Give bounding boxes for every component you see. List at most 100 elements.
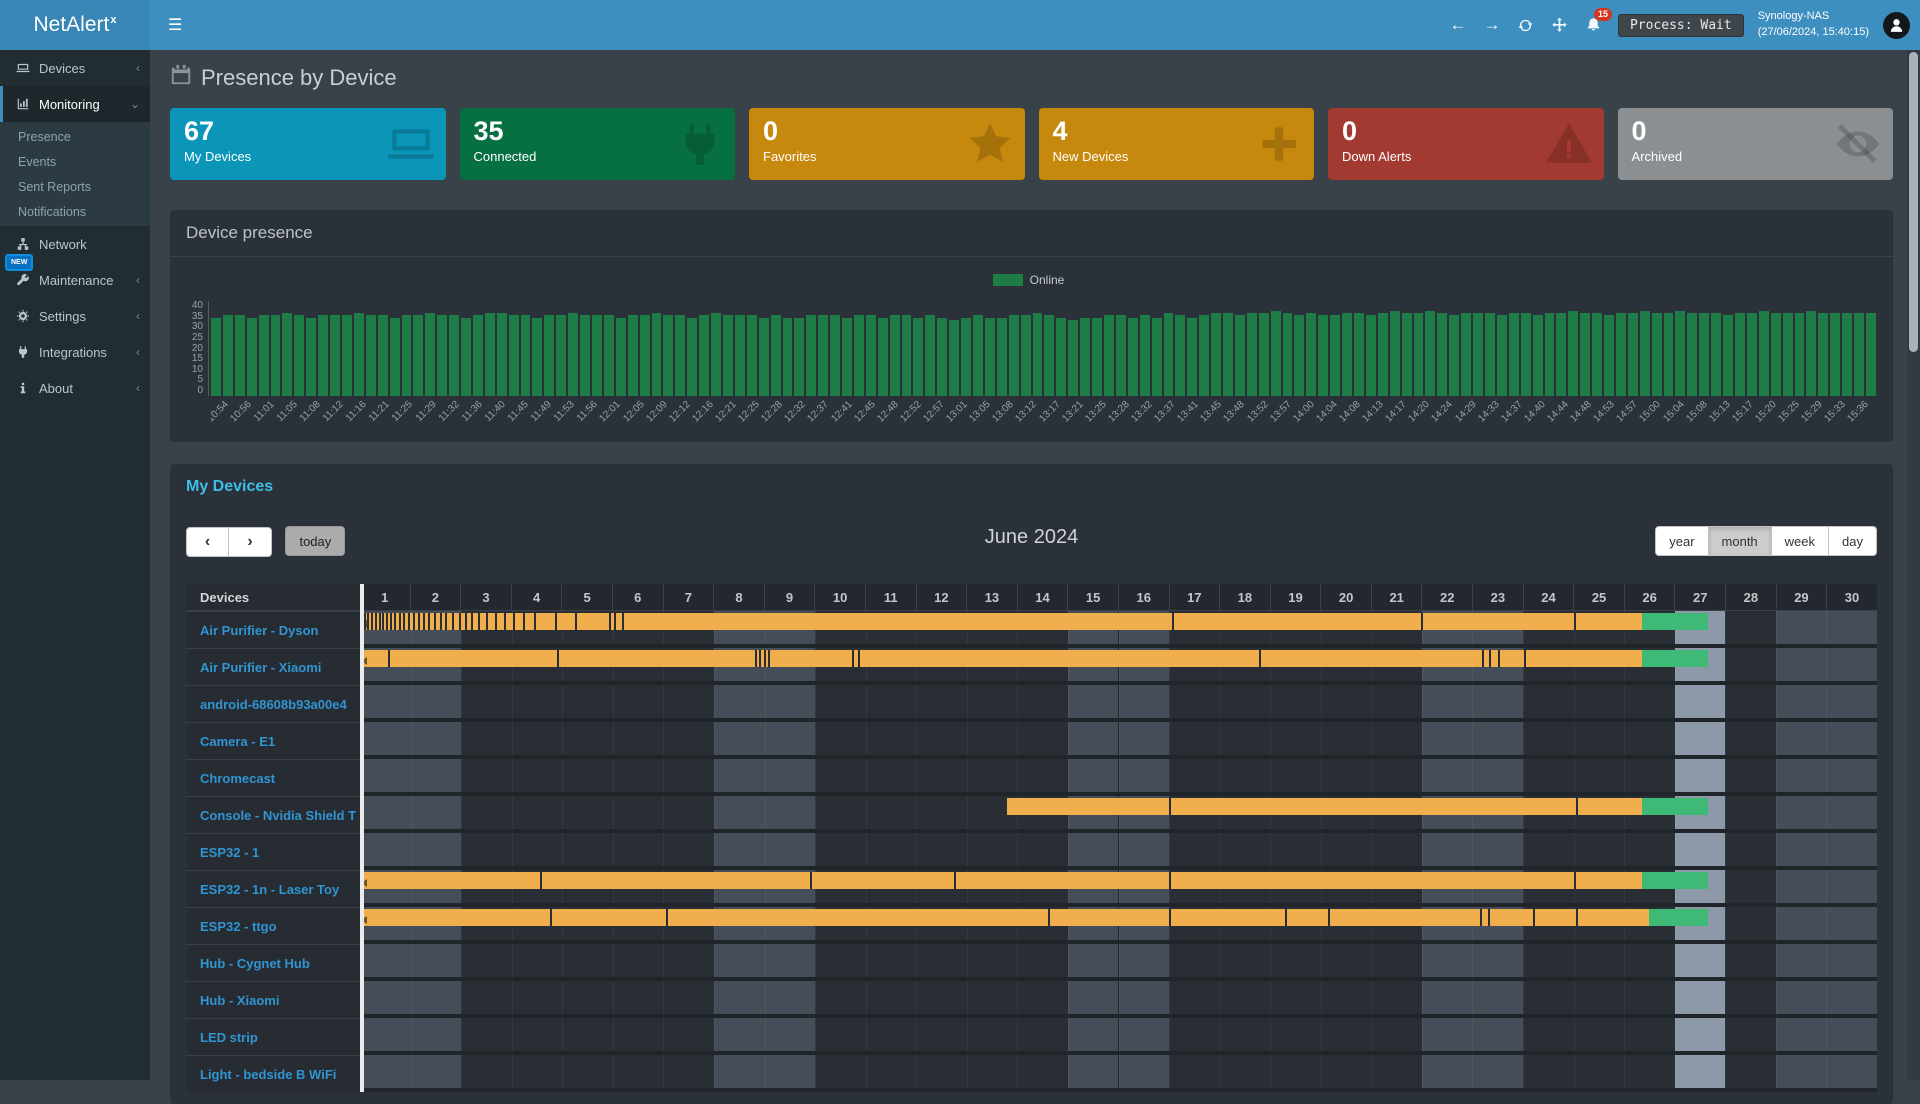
day-header-cell: 24 — [1523, 584, 1574, 610]
device-link[interactable]: ESP32 - 1n - Laser Toy — [186, 870, 360, 907]
back-arrow-icon[interactable]: ← — [1448, 15, 1468, 35]
view-button-month[interactable]: month — [1709, 526, 1772, 556]
chart-legend[interactable]: Online — [182, 273, 1875, 287]
sidebar-subitem-presence[interactable]: Presence — [0, 124, 150, 149]
forward-arrow-icon[interactable]: → — [1482, 15, 1502, 35]
online-now-bar[interactable] — [1642, 798, 1708, 815]
presence-bar[interactable] — [360, 613, 1642, 630]
chart-bar — [628, 315, 638, 396]
sidebar-subitem-notifications[interactable]: Notifications — [0, 199, 150, 224]
online-now-bar[interactable] — [1642, 613, 1708, 630]
page-scrollbar-thumb[interactable] — [1909, 52, 1918, 352]
today-column — [1675, 1018, 1726, 1051]
refresh-icon[interactable] — [1516, 15, 1536, 35]
move-icon[interactable] — [1550, 15, 1570, 35]
online-now-bar[interactable] — [1642, 872, 1708, 889]
online-now-bar[interactable] — [1649, 909, 1707, 926]
device-link[interactable]: Chromecast — [186, 759, 360, 796]
offline-gap-tick — [555, 613, 557, 630]
gantt-row: ESP32 - 1n - Laser Toy — [186, 870, 1877, 907]
view-button-day[interactable]: day — [1829, 526, 1877, 556]
weekday-column — [1574, 1055, 1625, 1088]
weekend-column — [411, 833, 462, 866]
weekday-column — [562, 1055, 613, 1088]
offline-gap-tick — [1169, 909, 1171, 926]
presence-bar[interactable] — [360, 909, 1649, 926]
weekend-column — [1776, 944, 1827, 977]
device-link[interactable]: Air Purifier - Xiaomi — [186, 648, 360, 685]
device-link[interactable]: Light - bedside B WiFi — [186, 1055, 360, 1092]
online-now-bar[interactable] — [1642, 650, 1708, 667]
weekday-column — [1523, 1018, 1574, 1051]
user-avatar[interactable] — [1883, 12, 1910, 39]
chart-bar — [1675, 311, 1685, 397]
weekday-column — [1169, 685, 1220, 718]
offline-gap-tick — [379, 613, 381, 630]
chart-bar — [1021, 315, 1031, 396]
presence-bar[interactable] — [360, 650, 1642, 667]
x-tick-label: 13:45 — [1199, 399, 1224, 424]
offline-gap-tick — [1489, 650, 1491, 667]
sidebar-subitem-sent-reports[interactable]: Sent Reports — [0, 174, 150, 199]
chart-bar — [1306, 313, 1316, 396]
notifications-bell-icon[interactable]: 15 — [1584, 15, 1604, 35]
device-link[interactable]: LED strip — [186, 1018, 360, 1055]
presence-bar[interactable] — [1007, 798, 1642, 815]
sidebar-item-monitoring[interactable]: Monitoring⌄ — [0, 86, 150, 122]
view-button-year[interactable]: year — [1655, 526, 1708, 556]
device-link[interactable]: Hub - Xiaomi — [186, 981, 360, 1018]
day-header-cell: 21 — [1371, 584, 1422, 610]
weekday-column — [1523, 759, 1574, 792]
sidebar-item-devices[interactable]: Devices‹ — [0, 50, 150, 86]
offline-gap-tick — [434, 613, 436, 630]
weekday-column — [866, 1055, 917, 1088]
x-tick-label: 15:08 — [1684, 399, 1709, 424]
device-link[interactable]: Air Purifier - Dyson — [186, 611, 360, 648]
x-tick-label: 12:28 — [760, 399, 785, 424]
view-button-week[interactable]: week — [1772, 526, 1829, 556]
x-tick-label: 12:05 — [621, 399, 646, 424]
sidebar-item-settings[interactable]: Settings‹ — [0, 298, 150, 334]
device-link[interactable]: Console - Nvidia Shield T — [186, 796, 360, 833]
sidebar-item-about[interactable]: About‹ — [0, 370, 150, 406]
weekday-column — [815, 944, 866, 977]
x-tick-label: 12:16 — [690, 399, 715, 424]
app-logo[interactable]: NetAlertx — [0, 0, 150, 50]
device-link[interactable]: ESP32 - 1 — [186, 833, 360, 870]
weekend-column — [1776, 648, 1827, 681]
sidebar-toggle-icon[interactable]: ☰ — [168, 0, 182, 50]
chart-bar — [723, 315, 733, 396]
chart-bar — [318, 315, 328, 396]
weekday-column — [916, 796, 967, 829]
presence-bar[interactable] — [360, 872, 1642, 889]
offline-gap-tick — [452, 613, 454, 630]
chart-bar — [1080, 318, 1090, 396]
device-link[interactable]: Hub - Cygnet Hub — [186, 944, 360, 981]
chart-bar — [1771, 313, 1781, 396]
weekday-column — [1017, 981, 1068, 1014]
device-link[interactable]: android-68608b93a00e4 — [186, 685, 360, 722]
chart-bar — [1818, 313, 1828, 396]
sidebar-item-integrations[interactable]: Integrations‹ — [0, 334, 150, 370]
x-tick-label: 14:13 — [1360, 399, 1385, 424]
x-tick-label: 11:12 — [321, 399, 346, 424]
offline-gap-tick — [954, 872, 956, 889]
gantt-row: Chromecast — [186, 759, 1877, 796]
weekday-column — [1169, 981, 1220, 1014]
x-tick-label: 13:25 — [1083, 399, 1108, 424]
device-link[interactable]: Camera - E1 — [186, 722, 360, 759]
weekday-column — [916, 981, 967, 1014]
weekday-column — [562, 796, 613, 829]
device-link[interactable]: ESP32 - ttgo — [186, 907, 360, 944]
sidebar-subitem-events[interactable]: Events — [0, 149, 150, 174]
x-tick-label: 14:00 — [1291, 399, 1316, 424]
offline-gap-tick — [557, 650, 559, 667]
weekday-column — [663, 1018, 714, 1051]
